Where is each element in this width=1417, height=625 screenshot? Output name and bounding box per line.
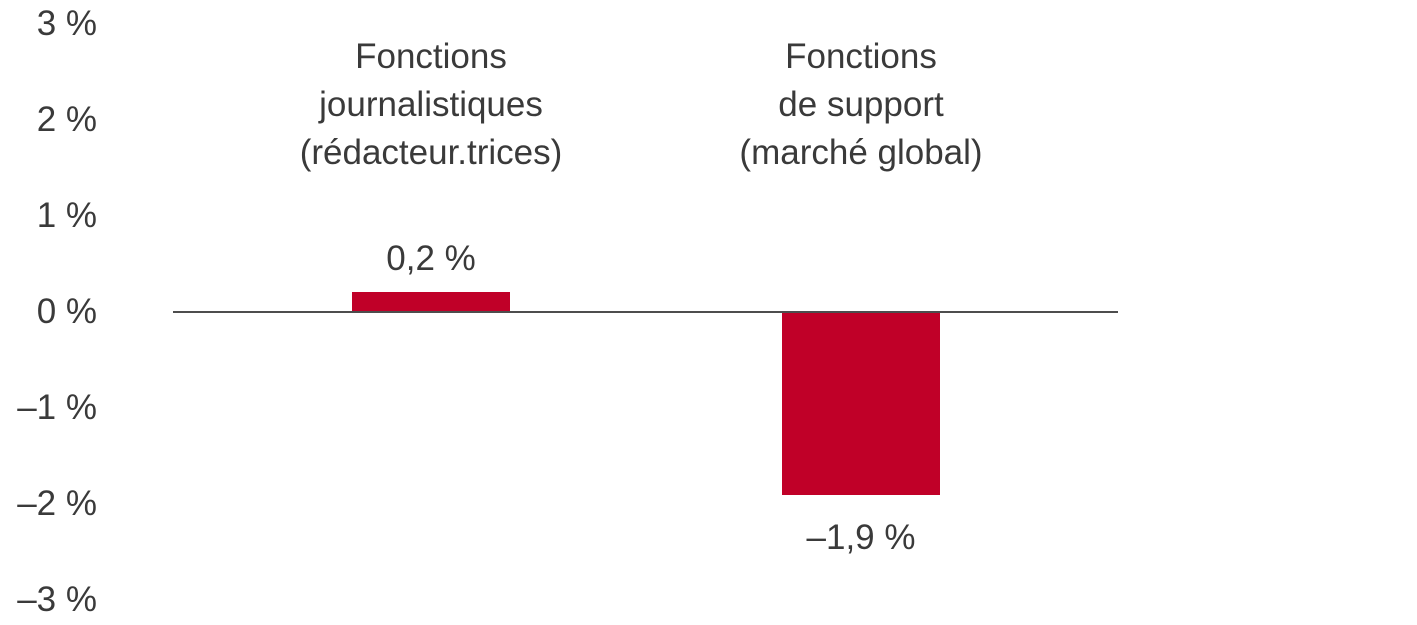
- y-axis-tick-label: 1 %: [36, 196, 97, 235]
- bar-fonctions-de-support: [782, 313, 940, 495]
- y-axis-tick-label: –3 %: [17, 580, 97, 619]
- bar-fonctions-journalistiques: [352, 292, 510, 311]
- y-axis-tick-label: 0 %: [36, 292, 97, 331]
- zero-baseline: [173, 311, 1118, 313]
- y-axis-tick-label: –2 %: [17, 484, 97, 523]
- category-label-fonctions-de-support: Fonctions de support (marché global): [739, 37, 983, 172]
- value-label-fonctions-journalistiques: 0,2 %: [386, 239, 476, 278]
- category-label-fonctions-journalistiques: Fonctions journalistiques (rédacteur.tri…: [299, 37, 563, 172]
- y-axis-tick-label: –1 %: [17, 388, 97, 427]
- y-axis-tick-label: 2 %: [36, 100, 97, 139]
- value-label-fonctions-de-support: –1,9 %: [806, 518, 916, 557]
- y-axis-tick-label: 3 %: [36, 4, 97, 43]
